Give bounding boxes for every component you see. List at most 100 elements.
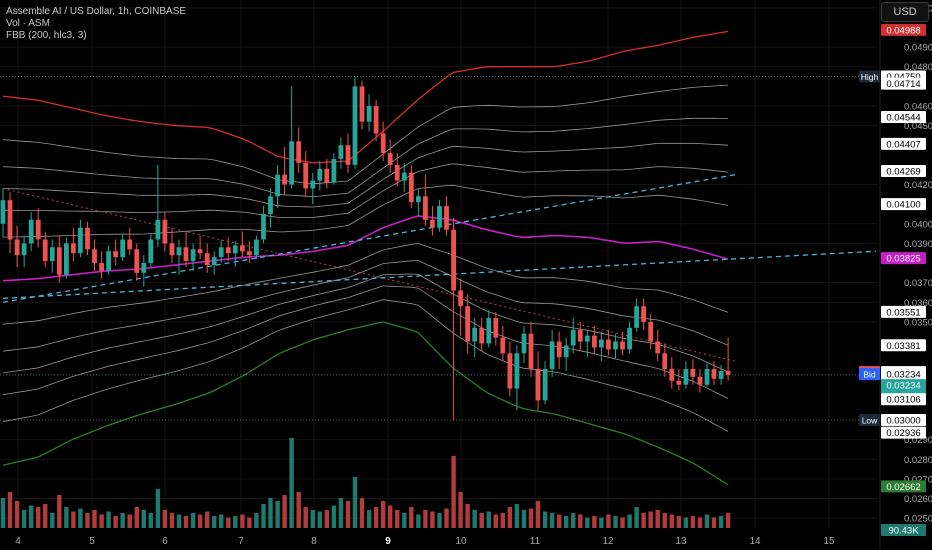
candle xyxy=(458,278,463,336)
candle xyxy=(261,206,266,244)
candle xyxy=(655,329,661,362)
candle-body xyxy=(352,86,358,165)
currency-button[interactable]: USD xyxy=(881,2,929,22)
candle-body xyxy=(296,141,302,163)
candle-body xyxy=(282,174,287,185)
volume-bar xyxy=(641,513,646,528)
price-tag-fib xyxy=(881,393,926,406)
candle-body xyxy=(324,168,330,183)
volume-bar xyxy=(409,507,414,528)
indicator-label: FBB (200, hlc3, 3) xyxy=(6,30,87,41)
candle-body xyxy=(85,227,90,250)
candle-body xyxy=(472,327,478,342)
price-tag-value: 0.04269 xyxy=(886,166,920,177)
volume-bar xyxy=(634,507,639,528)
candle xyxy=(64,237,69,279)
volume-bar xyxy=(683,517,689,528)
price-tag-value: 0.04988 xyxy=(886,25,920,36)
candle xyxy=(176,239,182,275)
price-tag-label-box xyxy=(859,368,880,381)
candle-body xyxy=(556,341,562,358)
price-tag-value: 0.04750 xyxy=(886,72,920,83)
candle-body xyxy=(718,371,724,379)
candle-body xyxy=(676,380,682,385)
fib-band-line xyxy=(2,243,729,325)
candle-body xyxy=(162,219,168,244)
volume-bar xyxy=(557,514,562,528)
volume-bar xyxy=(479,513,484,528)
candle xyxy=(113,239,118,265)
volume-bar xyxy=(190,513,196,528)
candle-body xyxy=(570,329,576,346)
candle xyxy=(641,298,646,330)
price-tag-fib xyxy=(881,164,926,177)
candle-body xyxy=(49,247,55,261)
volume-bar xyxy=(268,498,273,528)
price-tag-label: Low xyxy=(862,416,878,426)
candle xyxy=(584,329,590,358)
candle-body xyxy=(240,245,245,252)
candle xyxy=(28,211,34,252)
candle xyxy=(247,241,252,264)
volume-bar xyxy=(176,514,182,528)
price-tag-upper_band xyxy=(881,23,926,36)
candle xyxy=(268,188,273,228)
symbol-title: Assemble AI / US Dollar, 1h, COINBASE xyxy=(6,6,187,17)
volume-bar xyxy=(169,513,175,528)
candle xyxy=(514,345,520,411)
volume-bar xyxy=(430,511,435,528)
volume-bar xyxy=(648,511,653,528)
x-tick-label: 10 xyxy=(455,536,467,547)
volume-bar xyxy=(338,498,344,528)
volume-bar xyxy=(21,510,27,528)
volume-bar xyxy=(64,507,69,528)
candle-body xyxy=(92,249,97,263)
candle-body xyxy=(479,327,485,344)
volume-bar xyxy=(296,492,301,528)
candle xyxy=(155,164,161,248)
basis-line xyxy=(2,215,729,282)
price-tag-fib xyxy=(881,137,926,150)
candle xyxy=(697,369,703,393)
price-tag-bid xyxy=(881,368,926,381)
candle-body xyxy=(64,243,69,275)
candle-body xyxy=(247,251,252,256)
volume-bar xyxy=(493,514,498,528)
candle-body xyxy=(7,200,13,240)
volume-bar xyxy=(345,501,351,528)
candle-body xyxy=(289,141,294,185)
candle xyxy=(500,325,506,362)
candle-body xyxy=(563,345,569,358)
candle xyxy=(408,164,414,209)
volume-bar xyxy=(521,510,527,528)
candle-body xyxy=(183,247,189,261)
candle xyxy=(240,231,245,258)
candle xyxy=(542,361,548,405)
volume-bar xyxy=(423,510,428,528)
candle xyxy=(380,121,386,161)
candle xyxy=(289,86,294,189)
candle-body xyxy=(437,206,442,228)
resistance-trendline xyxy=(2,187,736,362)
candle xyxy=(373,100,379,142)
candle-body xyxy=(380,133,386,154)
volume-bar xyxy=(141,510,146,528)
candle xyxy=(99,251,104,279)
candle-body xyxy=(303,162,309,189)
price-tag-label-box xyxy=(859,414,880,427)
volume-bar xyxy=(254,513,259,528)
volume-bar xyxy=(71,511,76,528)
candle xyxy=(359,80,365,130)
candle-body xyxy=(648,321,654,342)
candle-body xyxy=(444,206,449,230)
price-tag-value: 0.03234 xyxy=(886,381,920,392)
candle-body xyxy=(366,106,372,122)
x-tick-label: 12 xyxy=(602,536,614,547)
candle-body xyxy=(373,106,379,134)
candle xyxy=(310,172,316,205)
